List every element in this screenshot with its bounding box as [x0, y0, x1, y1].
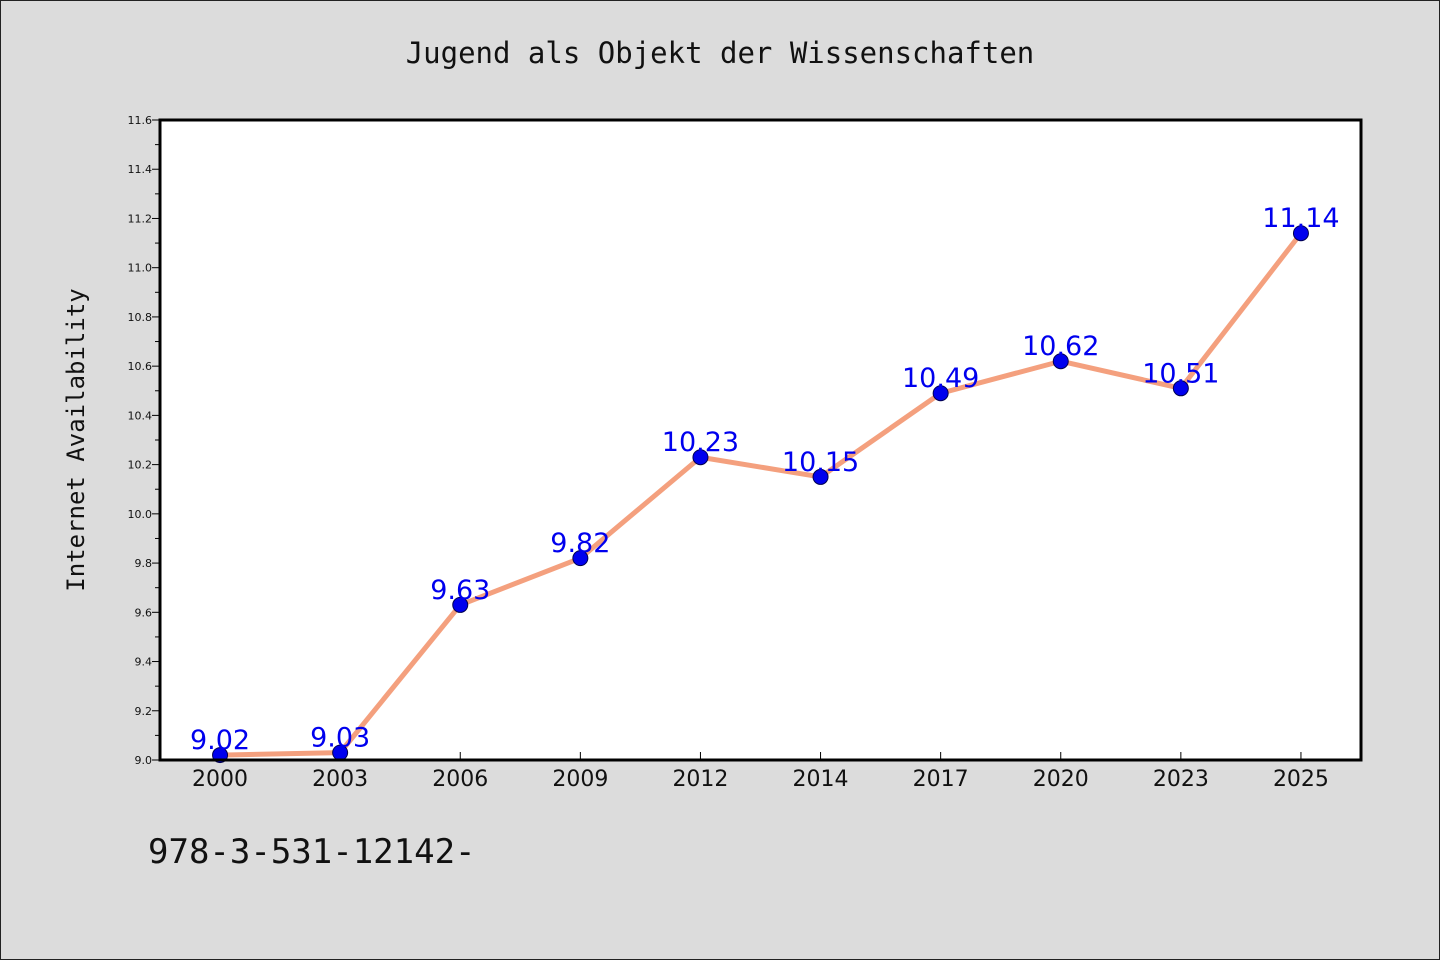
- y-tick-label: 9.2: [135, 705, 153, 718]
- data-label: 10.62: [1022, 331, 1099, 362]
- data-label: 10.23: [662, 427, 739, 458]
- y-tick-label: 10.0: [128, 508, 153, 521]
- data-point: [692, 449, 709, 466]
- y-tick-label: 9.4: [135, 656, 153, 669]
- data-point: [1172, 380, 1189, 397]
- x-tick-label: 2009: [552, 767, 608, 792]
- x-tick-label: 2023: [1153, 767, 1209, 792]
- y-tick-label: 10.2: [128, 459, 153, 472]
- data-point: [572, 550, 589, 567]
- data-point: [1292, 225, 1309, 242]
- y-tick-label: 9.0: [135, 754, 153, 767]
- data-point: [1052, 353, 1069, 370]
- y-tick-label: 9.8: [135, 557, 153, 570]
- y-tick-label: 10.8: [128, 311, 153, 324]
- x-tick-label: 2017: [913, 767, 969, 792]
- data-label: 9.63: [430, 575, 490, 606]
- data-label: 9.82: [550, 528, 610, 559]
- x-tick-label: 2020: [1033, 767, 1089, 792]
- data-label: 9.02: [190, 725, 250, 756]
- x-tick-label: 2025: [1273, 767, 1329, 792]
- chart-title: Jugend als Objekt der Wissenschaften: [406, 36, 1035, 70]
- data-label: 10.49: [902, 363, 979, 394]
- data-label: 9.03: [310, 723, 370, 754]
- y-axis-ticks: 9.0 9.2 9.4 9.6 9.8 10.0 10.2 10.4 10.6 10.8 11.0 1…: [128, 114, 160, 767]
- data-label: 10.51: [1142, 358, 1219, 389]
- data-point: [932, 385, 949, 402]
- series-line: [217, 230, 1304, 758]
- x-axis-ticks: 2000 2003 2006 2009 2012 2014 2017 2020 2023 2025: [192, 752, 1329, 792]
- y-tick-label: 10.4: [128, 409, 153, 422]
- data-label-layer: 9.02 9.03 9.63 9.82 10.23 10.15 10.49 10.62 10.5…: [190, 203, 1340, 756]
- y-tick-label: 11.6: [128, 114, 153, 127]
- plot-frame: [158, 118, 1363, 762]
- data-label: 11.14: [1262, 203, 1339, 234]
- marker-layer: [212, 225, 1309, 764]
- footer-code: 978-3-531-12142-: [148, 832, 476, 872]
- y-tick-label: 11.2: [128, 212, 153, 225]
- x-tick-label: 2006: [432, 767, 488, 792]
- series-layer: [217, 230, 1304, 758]
- y-tick-label: 10.6: [128, 360, 153, 373]
- x-tick-label: 2014: [793, 767, 849, 792]
- y-tick-label: 9.6: [135, 606, 153, 619]
- plot-area: [160, 120, 1361, 760]
- data-point: [812, 468, 829, 485]
- data-point: [452, 596, 469, 613]
- x-tick-label: 2012: [672, 767, 728, 792]
- data-label: 10.15: [782, 447, 859, 478]
- y-axis-label: Internet Availability: [62, 288, 90, 591]
- y-tick-label: 11.4: [128, 163, 153, 176]
- x-tick-label: 2000: [192, 767, 248, 792]
- x-tick-label: 2003: [312, 767, 368, 792]
- y-tick-label: 11.0: [128, 262, 153, 275]
